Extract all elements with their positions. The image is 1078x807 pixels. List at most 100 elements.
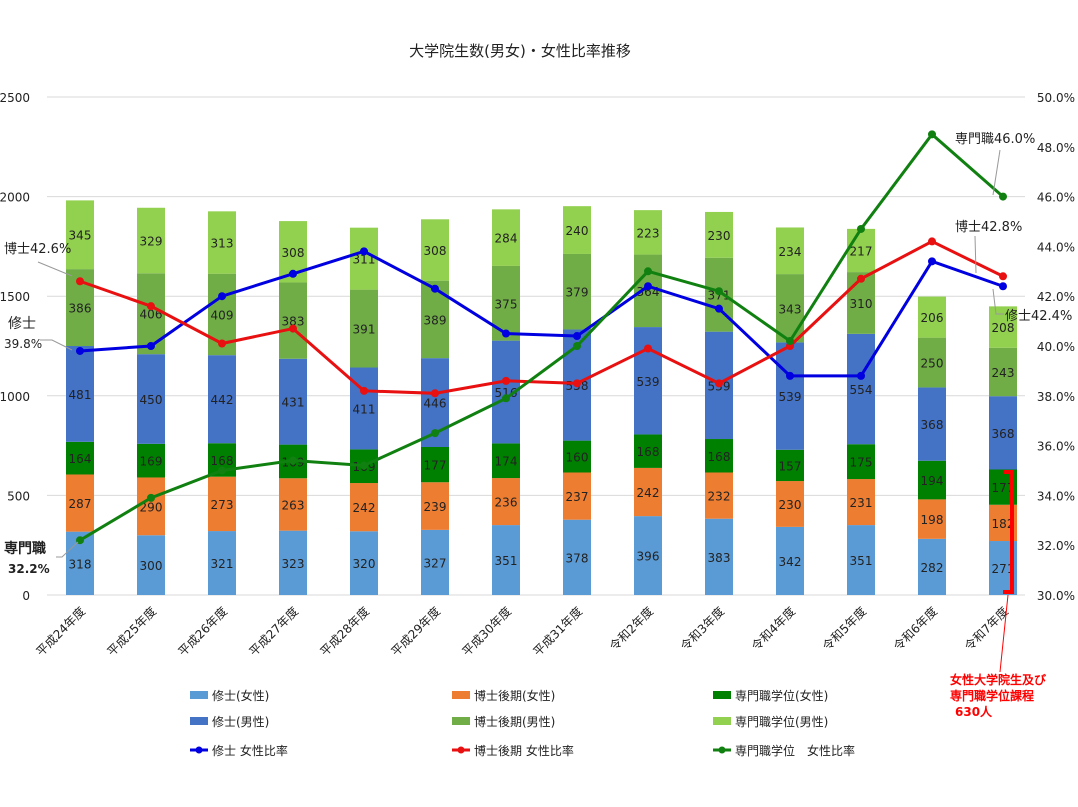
bar-segment [705, 472, 733, 519]
line-point [502, 394, 510, 403]
line-point [928, 257, 936, 266]
right-axis-tick-label: 46.0% [1037, 191, 1075, 205]
legend-marker [195, 746, 203, 754]
leader-line [37, 261, 73, 277]
bar-segment [847, 525, 875, 595]
bar-value-label: 406 [140, 308, 163, 322]
bar-segment [492, 478, 520, 526]
bar-segment [705, 518, 733, 595]
bar-value-label: 308 [424, 244, 447, 258]
line-point [644, 282, 652, 291]
bar-value-label: 386 [69, 302, 92, 316]
legend-label: 博士後期(男性) [474, 714, 555, 729]
line-point [289, 456, 297, 465]
leader-line [56, 541, 79, 558]
bar-value-label: 368 [921, 418, 944, 432]
bar-value-label: 234 [779, 245, 802, 259]
bar-value-label: 342 [779, 555, 802, 569]
leader-line [40, 339, 73, 351]
leader-line [992, 288, 1004, 315]
bar-value-label: 157 [779, 459, 802, 473]
x-axis-label: 平成25年度 [104, 604, 159, 659]
line-point [857, 224, 865, 233]
bar-value-label: 389 [424, 313, 447, 327]
bar-value-label: 237 [566, 490, 589, 504]
line-point [857, 371, 865, 380]
legend-label: 専門職学位(女性) [735, 688, 828, 703]
bar-value-label: 391 [353, 323, 376, 337]
bar-segment [350, 227, 378, 290]
bar-value-label: 379 [566, 286, 589, 300]
bar-segment [66, 441, 94, 475]
bar-segment [421, 529, 449, 595]
right-axis-tick-label: 36.0% [1037, 440, 1075, 454]
left-axis-tick-label: 2500 [0, 91, 30, 105]
bar-segment [918, 337, 946, 388]
bar-segment [492, 525, 520, 595]
bar-value-label: 284 [495, 232, 518, 246]
right-axis-tick-label: 32.0% [1037, 539, 1075, 553]
right-axis-tick-label: 48.0% [1037, 141, 1075, 155]
bar-value-label: 232 [708, 490, 731, 504]
bar-value-label: 208 [992, 321, 1015, 335]
line-point [76, 346, 84, 355]
line-point [999, 272, 1007, 281]
line-point [289, 324, 297, 333]
bar-segment [776, 449, 804, 482]
bar-segment [634, 467, 662, 517]
line-point [147, 493, 155, 502]
line-point [218, 466, 226, 475]
bar-segment [492, 443, 520, 479]
note-line-3: 630人 [955, 704, 993, 719]
bar-value-label: 287 [69, 497, 92, 511]
bar-value-label: 168 [211, 454, 234, 468]
bar-value-label: 230 [708, 229, 731, 243]
bar-value-label: 323 [282, 557, 305, 571]
bar-segment [989, 396, 1017, 470]
line-point [573, 379, 581, 388]
bar-value-label: 194 [921, 474, 944, 488]
legend-swatch [713, 691, 731, 699]
bar-segment [279, 282, 307, 359]
bar-value-label: 174 [495, 455, 518, 469]
bar-segment [918, 460, 946, 500]
line-point [644, 267, 652, 276]
bracket [1003, 470, 1014, 594]
annotation-shushi-end: 修士42.4% [1005, 309, 1072, 324]
bar-value-label: 182 [992, 517, 1015, 531]
bar-segment [847, 333, 875, 445]
bar-value-label: 243 [992, 366, 1015, 380]
bar-value-label: 343 [779, 302, 802, 316]
legend-swatch [190, 717, 208, 725]
bar-value-label: 236 [495, 496, 518, 510]
x-axis-label: 平成28年度 [317, 604, 372, 659]
bar-value-label: 300 [140, 559, 163, 573]
bar-segment [776, 227, 804, 275]
bar-segment [563, 206, 591, 254]
bar-value-label: 231 [850, 496, 873, 510]
line-point [573, 342, 581, 350]
right-axis-tick-label: 34.0% [1037, 489, 1075, 503]
line-point [218, 292, 226, 301]
x-axis-label: 令和4年度 [748, 604, 798, 654]
bar-segment [634, 516, 662, 595]
x-axis-label: 平成27年度 [246, 604, 301, 659]
left-axis-tick-label: 1000 [0, 390, 30, 404]
left-axis-tick-label: 500 [7, 489, 30, 503]
bar-segment [918, 387, 946, 461]
bar-segment [847, 444, 875, 480]
bar-value-label: 198 [921, 513, 944, 527]
bar-segment [208, 355, 236, 444]
bar-value-label: 263 [282, 498, 305, 512]
line-series [79, 239, 1004, 395]
bar-value-label: 345 [69, 229, 92, 243]
bar-value-label: 169 [140, 455, 163, 469]
bar-segment [350, 483, 378, 532]
bar-segment [208, 531, 236, 595]
note-line-2: 専門職学位課程 [950, 688, 1034, 703]
line-point [928, 237, 936, 246]
bar-segment [776, 342, 804, 450]
legend-label: 博士後期(女性) [474, 688, 555, 703]
right-axis-ticks: 30.0% 32.0% 34.0% 36.0% 38.0% 40.0% 42.0% 44.0%… [1037, 91, 1075, 603]
